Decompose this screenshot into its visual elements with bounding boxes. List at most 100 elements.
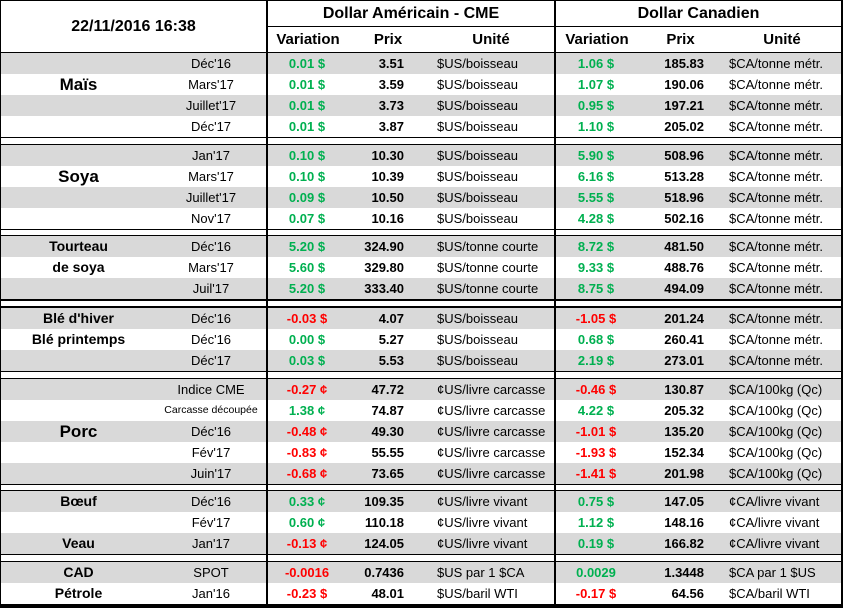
table-row: Blé d'hiver Déc'16 -0.03 $ 4.07 $US/boisseau… [1,308,841,330]
ca-variation-value: 9.33 $ [554,257,636,279]
ca-variation-value: 5.90 $ [554,144,636,166]
category-label: CAD [63,564,94,581]
us-unit-label: $US/boisseau [437,119,518,134]
ca-dollar-header-group: Dollar Canadien Variation Prix Unité [554,1,841,52]
ca-unit-label: ¢CA/livre vivant [729,494,820,510]
ca-unit-label: $CA par 1 $US [729,565,816,581]
ca-unit-label: $CA/tonne métr. [729,77,823,92]
us-unit-label: $US/tonne courte [437,239,539,255]
category-label [1,145,156,166]
us-variation-value: 0.07 $ [266,207,346,229]
month-label: Mars'17 [188,77,234,92]
us-price-value: 3.73 [378,98,404,113]
us-unit-label: $US/boisseau [437,77,518,92]
month-label: Juillet'17 [185,98,237,113]
category-label: Soya [58,166,99,186]
ca-variation-value: 8.72 $ [554,236,636,258]
us-variation-value: 0.60 ¢ [266,512,346,534]
ca-unit-label: $CA/tonne métr. [729,353,823,369]
table-body: Déc'16 0.01 $ 3.51 $US/boisseau 1.06 $ 185.83… [1,53,841,605]
ca-unit-label: $CA/100kg (Qc) [729,444,823,460]
ca-price-value: 147.05 [664,494,704,510]
us-price-value: 73.65 [371,465,404,481]
month-label: Fév'17 [191,515,231,531]
us-column-headers: Variation Prix Unité [268,27,554,52]
us-price-value: 48.01 [371,586,404,602]
ca-unit-label: $CA/tonne métr. [729,281,823,297]
ca-price-value: 494.09 [664,281,704,297]
ca-unit-label: $CA/tonne métr. [729,119,823,134]
ca-unit-label: ¢CA/livre vivant [729,515,820,531]
us-variation-value: -0.0016 [266,562,346,584]
us-variation-value: 5.20 $ [266,236,346,258]
month-label: Nov'17 [190,210,232,226]
month-label: Indice CME [177,381,245,397]
ca-price-value: 513.28 [664,168,704,184]
us-unit-label: ¢US/livre carcasse [437,423,546,439]
ca-price-value: 64.56 [671,586,704,602]
ca-column-headers: Variation Prix Unité [556,27,841,52]
us-unit-label: $US par 1 $CA [437,565,525,581]
table-row: Nov'17 0.07 $ 10.16 $US/boisseau 4.28 $ 502.1… [1,207,841,229]
ca-dollar-title: Dollar Canadien [556,1,841,27]
table-row: Maïs Mars'17 0.01 $ 3.59 $US/boisseau 1.07 $ 1… [1,74,841,95]
month-label: SPOT [193,565,229,581]
ca-variation-value: 0.19 $ [554,533,636,555]
table-row: Veau Jan'17 -0.13 ¢ 124.05 ¢US/livre vivant 0… [1,533,841,555]
ca-variation-value: 1.10 $ [554,116,636,137]
ca-unit-label: $CA/tonne métr. [729,189,823,205]
month-label: Juin'17 [190,465,232,481]
us-unit-column-header: Unité [472,31,510,48]
us-price-value: 329.80 [364,260,404,276]
us-price-value: 110.18 [364,515,404,531]
us-unit-label: $US/tonne courte [437,281,539,297]
month-label: Déc'17 [190,119,232,134]
ca-unit-label: $CA/100kg (Qc) [729,381,823,397]
us-unit-label: $US/tonne courte [437,260,539,276]
ca-price-value: 488.76 [664,260,704,276]
ca-variation-value: -1.05 $ [554,308,636,330]
table-row: Déc'17 0.03 $ 5.53 $US/boisseau 2.19 $ 273.01… [1,350,841,372]
month-label: Mars'17 [188,168,234,184]
us-unit-label: ¢US/livre carcasse [437,444,546,460]
category-label: de soya [52,259,105,276]
category-label [1,350,156,371]
month-label: Juil'17 [192,281,230,297]
ca-price-value: 130.87 [664,381,704,397]
ca-price-value: 508.96 [664,147,704,163]
us-variation-value: 0.01 $ [266,53,346,74]
ca-variation-value: 0.75 $ [554,491,636,513]
us-variation-value: 1.38 ¢ [266,399,346,421]
ca-variation-value: 1.12 $ [554,512,636,534]
category-label [1,463,156,484]
table-row: Tourteau Déc'16 5.20 $ 324.90 $US/tonne cour… [1,236,841,258]
us-variation-value: -0.03 $ [266,308,346,330]
us-dollar-title: Dollar Américain - CME [268,1,554,27]
us-price-value: 4.07 [378,311,404,327]
us-unit-label: $US/boisseau [437,311,518,327]
month-label: Jan'17 [192,536,230,552]
us-price-value: 74.87 [371,402,404,418]
ca-unit-label: $CA/tonne métr. [729,168,823,184]
table-row: Pétrole Jan'16 -0.23 $ 48.01 $US/baril WTI -0… [1,583,841,605]
table-row: Juil'17 5.20 $ 333.40 $US/tonne courte 8.75 … [1,278,841,300]
ca-price-value: 201.98 [664,465,704,481]
category-label: Blé d'hiver [42,310,115,327]
ca-price-value: 148.16 [664,515,704,531]
us-price-value: 10.39 [371,168,404,184]
us-unit-label: $US/boisseau [437,56,518,71]
ca-price-value: 185.83 [664,56,704,71]
us-price-value: 0.7436 [364,565,404,581]
us-price-value: 5.27 [378,332,404,348]
month-label: Déc'16 [190,56,232,71]
ca-price-value: 205.02 [664,119,704,134]
month-label: Jan'16 [192,586,230,602]
ca-variation-value: 8.75 $ [554,278,636,300]
us-unit-label: ¢US/livre carcasse [437,465,546,481]
ca-unit-label: $CA/tonne métr. [729,260,823,276]
us-variation-value: -0.68 ¢ [266,462,346,484]
ca-price-value: 1.3448 [664,565,704,581]
us-unit-label: ¢US/livre carcasse [437,402,546,418]
ca-unit-label: $CA/tonne métr. [729,147,823,163]
